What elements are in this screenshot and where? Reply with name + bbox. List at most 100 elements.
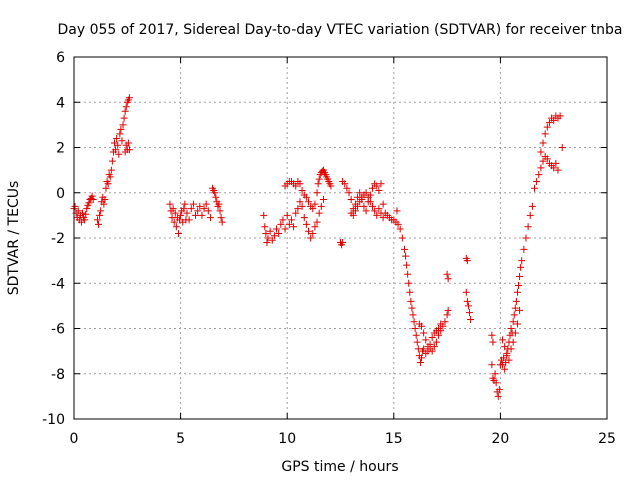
data-point — [491, 370, 499, 378]
data-point — [95, 220, 103, 228]
data-point — [510, 311, 518, 319]
data-point — [465, 309, 473, 317]
data-point — [511, 304, 519, 312]
data-point — [444, 306, 452, 314]
data-point — [202, 200, 210, 208]
data-point — [379, 214, 387, 222]
data-point — [319, 196, 327, 204]
data-point — [435, 331, 443, 339]
data-point — [266, 227, 274, 235]
data-point — [112, 146, 120, 154]
data-point — [170, 218, 178, 226]
data-point — [125, 146, 133, 154]
data-point — [422, 336, 430, 344]
data-point — [407, 297, 415, 305]
data-point — [169, 205, 177, 213]
y-tick-label: -6 — [51, 322, 65, 338]
x-tick-label: 25 — [598, 431, 616, 447]
data-point — [420, 329, 428, 337]
data-point — [88, 192, 96, 200]
y-axis-label: SDTVAR / TECUs — [6, 181, 22, 296]
data-point — [556, 112, 564, 120]
data-point — [97, 207, 105, 215]
data-point — [204, 207, 212, 215]
data-point — [285, 220, 293, 228]
data-point — [305, 198, 313, 206]
data-point — [311, 200, 319, 208]
data-point — [71, 202, 79, 210]
data-point — [172, 223, 180, 231]
data-point — [409, 311, 417, 319]
data-point — [550, 116, 558, 124]
data-point — [394, 220, 402, 228]
data-point — [194, 207, 202, 215]
data-point — [298, 186, 306, 194]
plot-frame — [73, 56, 608, 420]
data-point — [377, 180, 385, 188]
data-point — [430, 343, 438, 351]
data-point — [294, 205, 302, 213]
data-point — [305, 227, 313, 235]
data-point — [398, 234, 406, 242]
data-point — [505, 356, 513, 364]
data-point — [309, 205, 317, 213]
data-point — [101, 196, 109, 204]
data-point — [501, 365, 509, 373]
data-point — [263, 239, 271, 247]
data-point — [192, 211, 200, 219]
data-point — [412, 331, 420, 339]
data-point — [411, 325, 419, 332]
data-point — [393, 207, 401, 215]
data-point — [408, 304, 416, 312]
data-point — [125, 94, 133, 102]
data-point — [351, 207, 359, 215]
data-point — [74, 207, 82, 215]
data-point — [416, 358, 424, 366]
data-point — [463, 257, 471, 265]
data-point — [462, 288, 470, 296]
data-point — [426, 340, 434, 348]
data-point — [354, 202, 362, 210]
data-point — [404, 270, 412, 278]
data-point — [104, 180, 112, 188]
data-point — [114, 141, 122, 149]
data-point — [405, 279, 413, 287]
data-point — [283, 211, 291, 219]
data-point — [174, 229, 182, 237]
data-point — [200, 205, 208, 213]
data-point — [513, 320, 521, 328]
data-point — [467, 315, 475, 323]
data-point — [313, 189, 321, 197]
data-point — [311, 223, 319, 231]
data-point — [375, 205, 383, 213]
data-point — [513, 288, 521, 296]
grid-lines — [74, 57, 607, 419]
data-point — [364, 193, 372, 201]
data-point — [509, 338, 517, 346]
data-point — [531, 184, 539, 192]
data-point — [489, 338, 497, 346]
data-point — [515, 282, 523, 290]
data-point — [418, 322, 426, 330]
data-point — [516, 306, 524, 314]
data-point — [537, 164, 545, 172]
data-point — [552, 159, 560, 167]
data-point — [441, 318, 449, 326]
data-point — [183, 209, 191, 217]
data-point — [115, 150, 123, 158]
y-tick-label: -8 — [51, 367, 65, 383]
data-point — [413, 338, 421, 346]
data-point — [507, 325, 515, 332]
data-point — [212, 193, 220, 201]
data-point — [118, 137, 126, 145]
data-point — [539, 139, 547, 147]
data-point — [273, 225, 281, 233]
x-tick-label: 0 — [70, 431, 79, 447]
data-point — [290, 223, 298, 231]
data-point — [102, 184, 110, 192]
data-point — [499, 336, 507, 344]
data-point — [464, 302, 472, 310]
y-tick-label: -2 — [51, 231, 65, 247]
data-point — [396, 225, 404, 233]
data-point — [181, 200, 189, 208]
